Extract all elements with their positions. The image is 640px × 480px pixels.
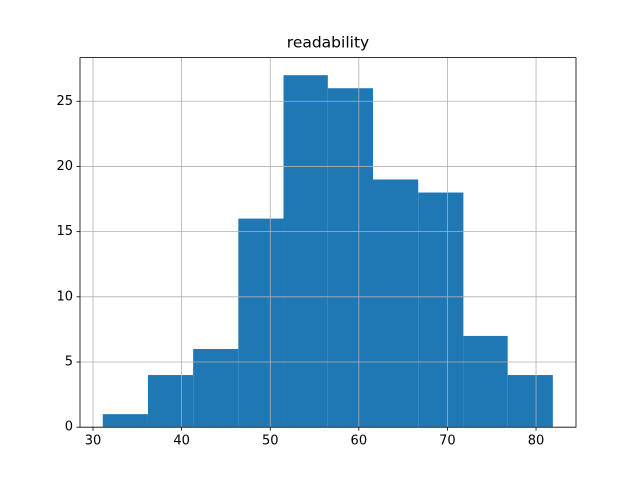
y-tick-label: 5 (65, 355, 73, 370)
bar (283, 75, 328, 428)
bar (193, 348, 239, 428)
x-tick-label: 60 (351, 434, 368, 449)
x-tick-label: 50 (262, 434, 279, 449)
x-tick-label: 30 (85, 434, 102, 449)
y-tick-label: 10 (56, 289, 73, 304)
plot-frame (79, 57, 577, 428)
x-tick-label: 40 (173, 434, 190, 449)
y-tick-label: 15 (56, 224, 73, 239)
x-tick-label: 70 (439, 434, 456, 449)
bar (507, 375, 553, 428)
bar (463, 335, 508, 428)
y-tick-label: 20 (56, 159, 73, 174)
bar (102, 414, 148, 428)
chart-title: readability (287, 34, 369, 52)
bar (373, 179, 419, 428)
bar (327, 88, 374, 428)
y-tick-label: 25 (56, 94, 73, 109)
bar (147, 375, 194, 428)
x-tick-label: 80 (528, 434, 545, 449)
bar (238, 218, 284, 428)
y-tick-label: 0 (65, 420, 73, 435)
bar (418, 192, 464, 428)
